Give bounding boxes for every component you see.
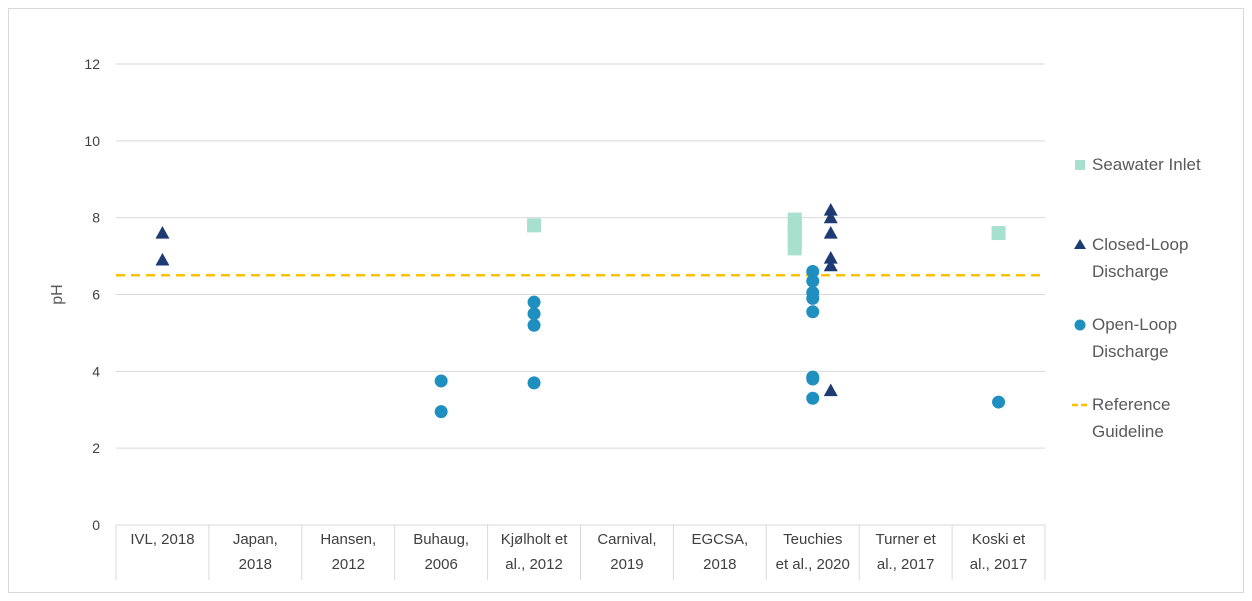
- x-category-label: IVL, 2018: [130, 531, 194, 548]
- gridlines: [116, 63, 1045, 526]
- legend-label: Discharge: [1092, 342, 1169, 361]
- legend-label: Discharge: [1092, 262, 1169, 281]
- seawater-inlet-point: [787, 212, 802, 227]
- open-loop-point: [527, 318, 541, 332]
- axes: 0 2 4 6 8 10 12 IVL, 2018 Japan, 2018 Hansen, 2012 B…: [84, 56, 1046, 580]
- x-category-label: Japan,: [233, 531, 278, 548]
- y-tick-label: 8: [92, 210, 100, 226]
- x-category-label: EGCSA,: [692, 531, 749, 548]
- closed-loop-point: [823, 210, 838, 224]
- legend-label: Seawater Inlet: [1092, 155, 1201, 174]
- legend-label: Closed-Loop: [1092, 235, 1188, 254]
- x-category-label: al., 2017: [970, 556, 1028, 573]
- x-category-label: 2018: [239, 556, 272, 573]
- legend-key-triangle: [1074, 239, 1086, 249]
- closed-loop-point: [823, 226, 838, 239]
- x-category-label: et al., 2020: [776, 556, 850, 573]
- y-tick-label: 10: [84, 133, 100, 149]
- legend-label: Guideline: [1092, 422, 1164, 441]
- x-category-label: Koski et: [972, 531, 1026, 548]
- x-category-label: Carnival,: [597, 531, 656, 548]
- closed-loop-point: [155, 226, 170, 239]
- x-category-label: 2006: [424, 556, 457, 573]
- open-loop-point: [806, 372, 820, 386]
- open-loop-point: [434, 405, 448, 419]
- data-points: [155, 202, 1006, 419]
- x-category-label: Kjølholt et: [501, 531, 569, 548]
- x-category-label: al., 2017: [877, 556, 935, 573]
- closed-loop-point: [823, 202, 838, 216]
- x-category-label: Teuchies: [783, 531, 842, 548]
- x-category-label: Hansen,: [320, 531, 376, 548]
- open-loop-point: [527, 295, 541, 309]
- x-category-label: Buhaug,: [413, 531, 469, 548]
- closed-loop-point: [823, 383, 838, 397]
- y-tick-label: 0: [92, 517, 100, 533]
- open-loop-point: [992, 395, 1006, 409]
- x-category-label: 2018: [703, 556, 736, 573]
- legend-label: Open-Loop: [1092, 315, 1177, 334]
- legend-key-circle: [1074, 319, 1086, 331]
- open-loop-point: [527, 376, 541, 390]
- open-loop-point: [806, 274, 820, 288]
- seawater-inlet-point: [991, 226, 1006, 241]
- y-tick-label: 6: [92, 287, 100, 303]
- open-loop-point: [434, 374, 448, 388]
- x-category-label: al., 2012: [505, 556, 563, 573]
- chart-frame: [8, 8, 1244, 593]
- seawater-inlet-point: [527, 218, 542, 233]
- open-loop-point: [806, 305, 820, 319]
- y-axis-title: pH: [49, 284, 66, 304]
- y-tick-label: 12: [84, 56, 100, 72]
- open-loop-point: [806, 264, 820, 278]
- closed-loop-point: [823, 251, 838, 264]
- open-loop-point: [806, 391, 820, 405]
- x-category-label: 2019: [610, 556, 643, 573]
- open-loop-point: [806, 291, 820, 305]
- closed-loop-point: [155, 252, 170, 266]
- x-category-label: Turner et: [875, 531, 936, 548]
- legend-label: Reference: [1092, 395, 1170, 414]
- y-tick-label: 2: [92, 440, 100, 456]
- closed-loop-point: [823, 258, 838, 272]
- x-category-label: 2012: [332, 556, 365, 573]
- y-tick-label: 4: [92, 363, 100, 379]
- legend: Seawater Inlet Closed-Loop Discharge Open-L…: [1072, 155, 1201, 441]
- legend-key-square: [1075, 160, 1085, 170]
- open-loop-point: [527, 307, 541, 321]
